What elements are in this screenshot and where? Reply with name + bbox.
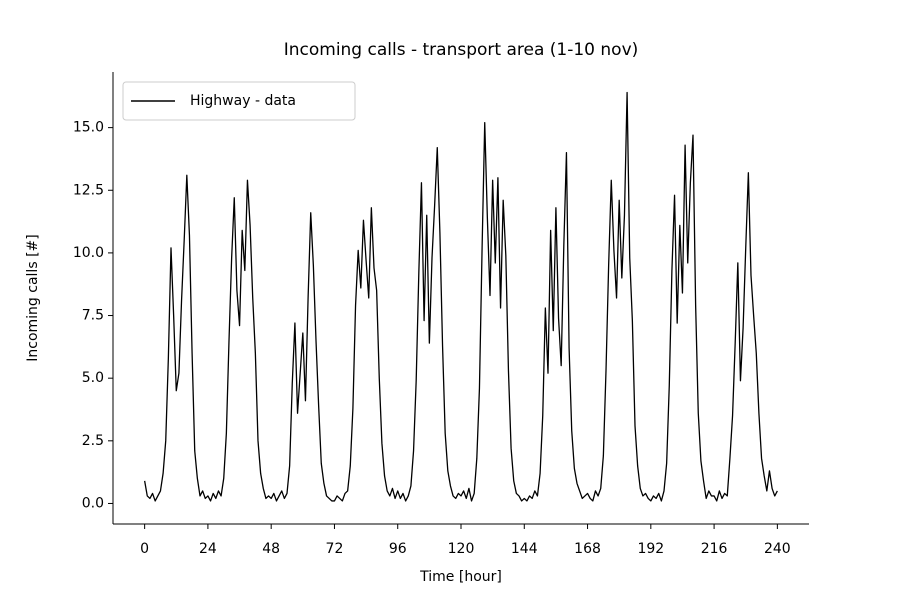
y-tick-label: 5.0 (82, 370, 104, 386)
x-axis-label: Time [hour] (419, 569, 502, 585)
x-tick-label: 120 (448, 541, 475, 557)
x-tick-label: 144 (511, 541, 538, 557)
y-tick-label: 10.0 (73, 245, 104, 261)
legend-box (122, 81, 356, 121)
y-tick-label: 15.0 (73, 120, 104, 136)
data-line (143, 91, 778, 502)
y-tick-label: 0.0 (82, 495, 104, 511)
x-tick-label: 216 (701, 541, 728, 557)
x-tick-label: 72 (326, 541, 344, 557)
y-tick-label: 2.5 (82, 433, 104, 449)
y-axis-label: Incoming calls [#] (25, 234, 41, 361)
x-tick-label: 24 (199, 541, 217, 557)
x-tick-label: 168 (574, 541, 601, 557)
x-tick-label: 48 (262, 541, 280, 557)
x-tick-label: 0 (140, 541, 149, 557)
x-tick-label: 240 (764, 541, 791, 557)
y-tick-label: 7.5 (82, 308, 104, 324)
chart-title: Incoming calls - transport area (1-10 no… (284, 40, 639, 60)
x-tick-label: 96 (389, 541, 407, 557)
y-tick-label: 12.5 (73, 182, 104, 198)
x-tick-label: 192 (637, 541, 664, 557)
legend-label: Highway - data (190, 93, 296, 109)
